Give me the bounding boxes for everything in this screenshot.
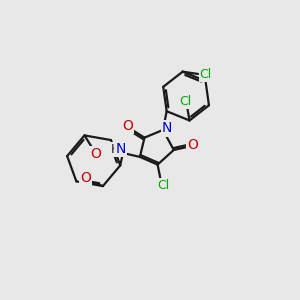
Text: H: H bbox=[111, 143, 120, 156]
Text: O: O bbox=[91, 147, 101, 161]
Text: O: O bbox=[122, 119, 133, 133]
Text: O: O bbox=[188, 138, 199, 152]
Text: Cl: Cl bbox=[200, 68, 212, 81]
Text: N: N bbox=[116, 142, 126, 156]
Text: N: N bbox=[162, 122, 172, 135]
Text: O: O bbox=[80, 171, 91, 185]
Text: Cl: Cl bbox=[158, 179, 170, 192]
Text: Cl: Cl bbox=[179, 95, 192, 108]
